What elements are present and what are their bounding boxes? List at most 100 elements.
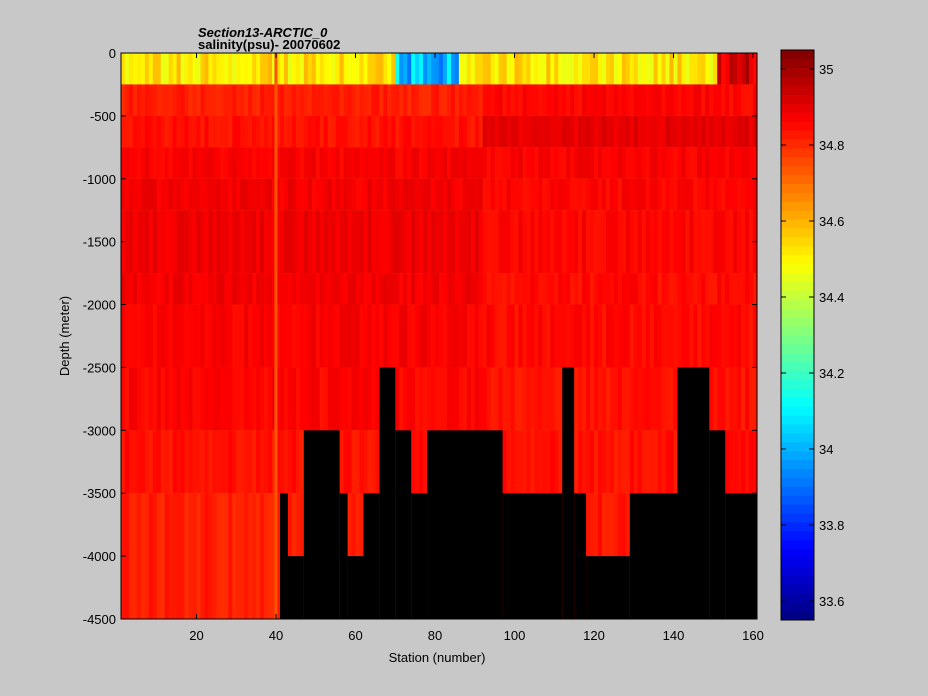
salinity-cell	[514, 273, 519, 305]
salinity-cell	[268, 53, 273, 85]
salinity-cell	[558, 178, 563, 211]
salinity-cell	[323, 53, 329, 85]
salinity-cell	[526, 430, 531, 494]
salinity-cell	[283, 53, 289, 85]
salinity-cell	[331, 304, 336, 368]
salinity-cell	[514, 210, 519, 274]
salinity-cell	[689, 53, 694, 85]
salinity-cell	[510, 53, 515, 85]
salinity-cell	[617, 147, 623, 179]
salinity-cell	[590, 84, 595, 116]
salinity-cell	[359, 304, 364, 368]
colorbar-step	[781, 424, 814, 434]
salinity-cell	[156, 367, 162, 431]
salinity-cell	[176, 367, 181, 431]
salinity-cell	[283, 304, 289, 368]
salinity-cell	[395, 273, 400, 305]
salinity-cell	[617, 84, 623, 116]
salinity-cell	[697, 115, 702, 148]
salinity-cell	[733, 210, 738, 274]
salinity-cell	[506, 84, 511, 116]
salinity-cell	[530, 304, 535, 368]
salinity-cell	[685, 115, 690, 148]
salinity-cell	[578, 53, 583, 85]
salinity-cell	[216, 493, 221, 619]
salinity-cell	[423, 273, 428, 305]
salinity-cell	[228, 53, 233, 85]
salinity-cell	[391, 178, 396, 211]
salinity-cell	[446, 147, 452, 179]
salinity-cell	[415, 115, 420, 148]
salinity-cell	[737, 210, 742, 274]
salinity-cell	[399, 84, 404, 116]
salinity-cell	[450, 304, 456, 368]
salinity-cell	[705, 84, 710, 116]
salinity-cell	[598, 84, 603, 116]
salinity-cell	[339, 367, 344, 431]
salinity-cell	[582, 430, 587, 494]
salinity-cell	[411, 367, 416, 431]
salinity-cell	[737, 84, 742, 116]
salinity-cell	[415, 304, 420, 368]
salinity-cell	[244, 210, 249, 274]
salinity-cell	[283, 147, 289, 179]
salinity-cell	[192, 367, 197, 431]
x-tick-label: 160	[742, 628, 764, 643]
salinity-cell	[359, 367, 364, 431]
salinity-cell	[510, 304, 515, 368]
salinity-cell	[713, 367, 718, 431]
salinity-cell	[299, 147, 305, 179]
salinity-cell	[256, 430, 261, 494]
salinity-cell	[224, 115, 229, 148]
salinity-cell	[717, 210, 722, 274]
salinity-cell	[148, 493, 154, 619]
salinity-cell	[252, 304, 257, 368]
salinity-cell	[733, 115, 738, 148]
salinity-cell	[339, 84, 344, 116]
salinity-cell	[685, 53, 690, 85]
salinity-cell	[498, 210, 503, 274]
salinity-cell	[697, 304, 702, 368]
salinity-cell	[653, 273, 658, 305]
salinity-cell	[355, 84, 360, 116]
salinity-cell	[498, 147, 503, 179]
salinity-cell	[323, 367, 329, 431]
salinity-cell	[351, 84, 356, 116]
salinity-cell	[466, 210, 472, 274]
salinity-cell	[645, 84, 650, 116]
salinity-cell	[236, 115, 241, 148]
salinity-cell	[745, 84, 750, 116]
salinity-cell	[180, 178, 185, 211]
salinity-cell	[439, 178, 444, 211]
salinity-cell	[439, 84, 444, 116]
salinity-cell	[518, 178, 523, 211]
salinity-cell	[276, 304, 281, 368]
salinity-cell	[268, 210, 273, 274]
x-axis-label: Station (number)	[389, 650, 486, 665]
salinity-cell	[482, 53, 487, 85]
salinity-cell	[625, 53, 631, 85]
salinity-cell	[172, 273, 177, 305]
salinity-cell	[490, 273, 495, 305]
salinity-cell	[124, 53, 130, 85]
salinity-cell	[427, 115, 432, 148]
salinity-cell	[136, 53, 142, 85]
salinity-cell	[152, 304, 158, 368]
salinity-cell	[709, 53, 714, 85]
salinity-cell	[542, 147, 547, 179]
salinity-cell	[335, 367, 340, 431]
salinity-cell	[665, 53, 670, 85]
salinity-cell	[172, 304, 177, 368]
salinity-cell	[530, 210, 535, 274]
salinity-cell	[466, 84, 472, 116]
salinity-cell	[136, 430, 142, 494]
salinity-cell	[721, 367, 726, 431]
salinity-cell	[192, 430, 197, 494]
salinity-cell	[649, 304, 654, 368]
salinity-cell	[574, 304, 579, 368]
salinity-cell	[522, 53, 527, 85]
salinity-cell	[478, 273, 484, 305]
colorbar-step	[781, 602, 814, 612]
salinity-cell	[419, 210, 424, 274]
salinity-cell	[753, 367, 758, 431]
